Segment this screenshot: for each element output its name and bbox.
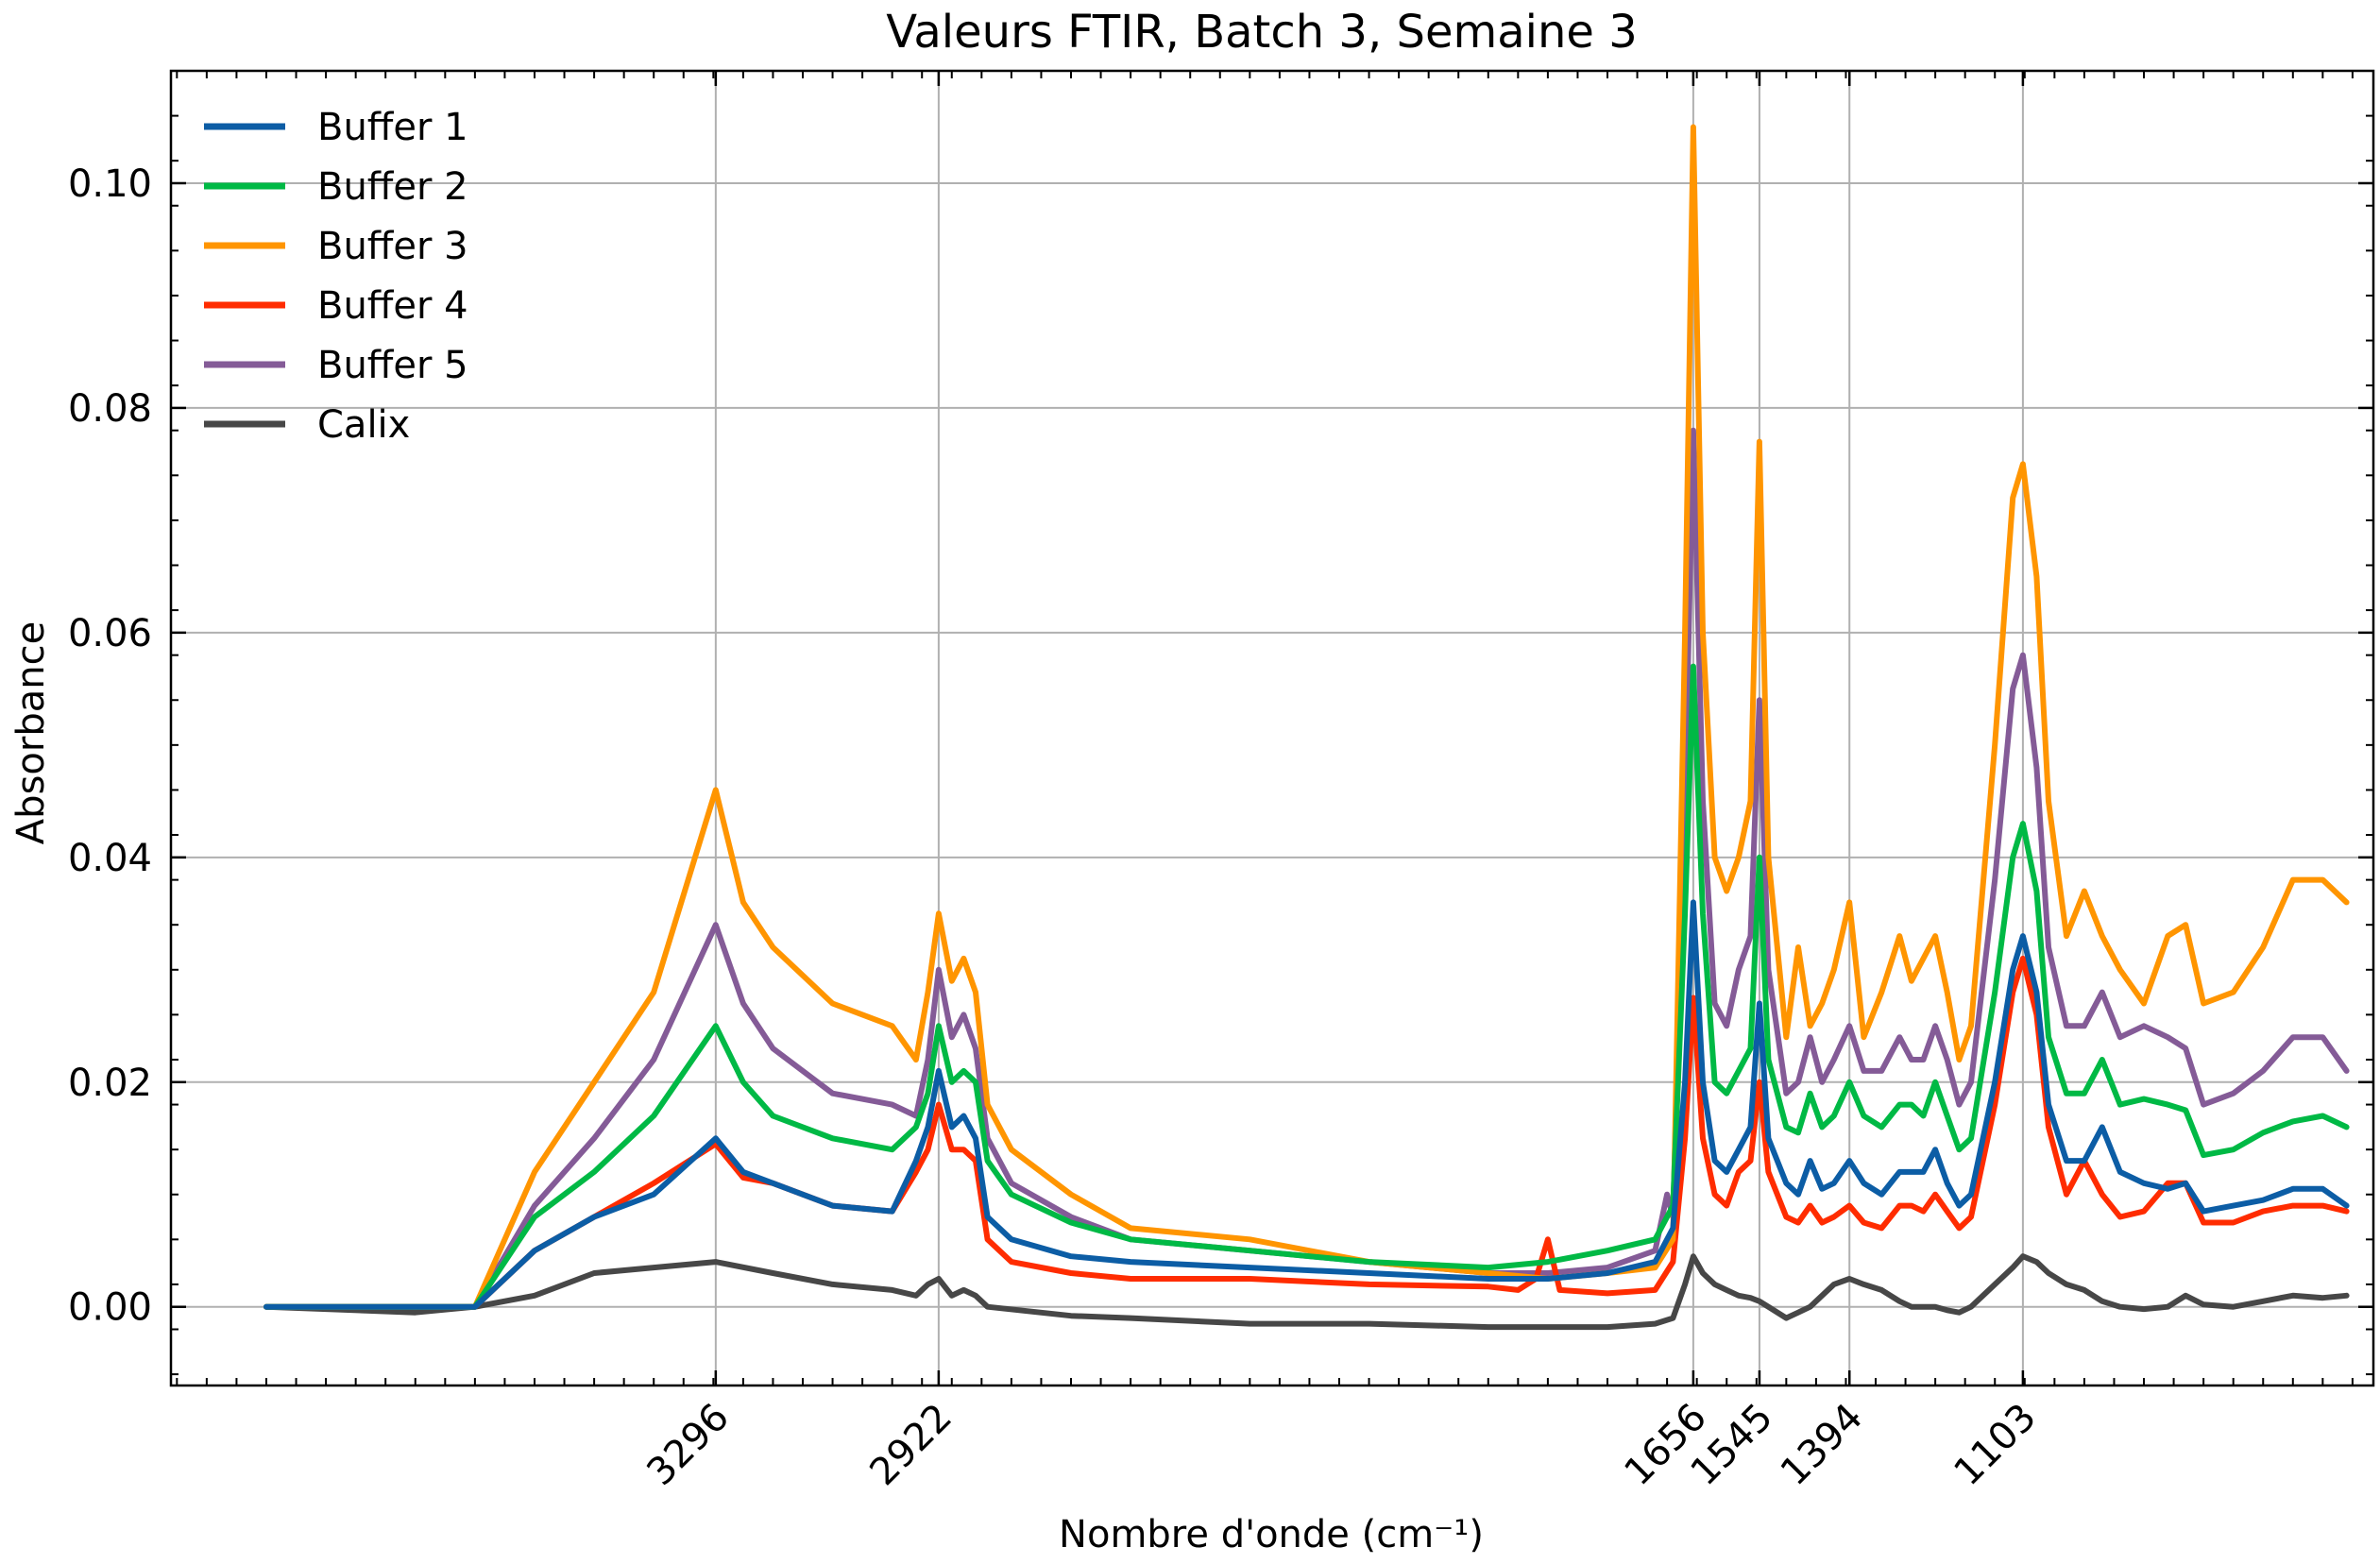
legend: Buffer 1 Buffer 2 Buffer 3 Buffer 4 Buffer 5… [204, 106, 468, 447]
y-axis-label: Absorbance [9, 621, 53, 844]
legend-label: Calix [317, 403, 410, 447]
y-tick-label: 0.08 [68, 387, 152, 431]
chart-title: Valeurs FTIR, Batch 3, Semaine 3 [886, 6, 1637, 59]
series-line-buffer-3 [264, 124, 2350, 1310]
y-tick-label: 0.02 [68, 1062, 152, 1105]
y-axis-ticks: 0.00 0.02 0.04 0.06 0.08 0.10 [68, 162, 2373, 1330]
y-tick-label: 0.06 [68, 612, 152, 655]
legend-label: Buffer 1 [317, 106, 468, 149]
legend-label: Buffer 3 [317, 225, 468, 268]
minor-ticks [171, 71, 2373, 1386]
series-line-buffer-5 [264, 427, 2350, 1310]
series-line-buffer-2 [264, 663, 2350, 1310]
series-line-calix [264, 1253, 2350, 1331]
y-tick-label: 0.04 [68, 837, 152, 880]
series-line-buffer-4 [264, 955, 2350, 1310]
y-tick-label: 0.10 [68, 162, 152, 206]
legend-label: Buffer 5 [317, 344, 468, 387]
series-lines [264, 124, 2350, 1331]
legend-label: Buffer 4 [317, 284, 468, 328]
y-tick-label: 0.00 [68, 1286, 152, 1330]
series-line-buffer-1 [264, 899, 2350, 1310]
plot-frame [169, 69, 2375, 1387]
x-axis-label: Nombre d'onde (cm⁻¹) [1059, 1513, 1484, 1556]
legend-label: Buffer 2 [317, 165, 468, 209]
